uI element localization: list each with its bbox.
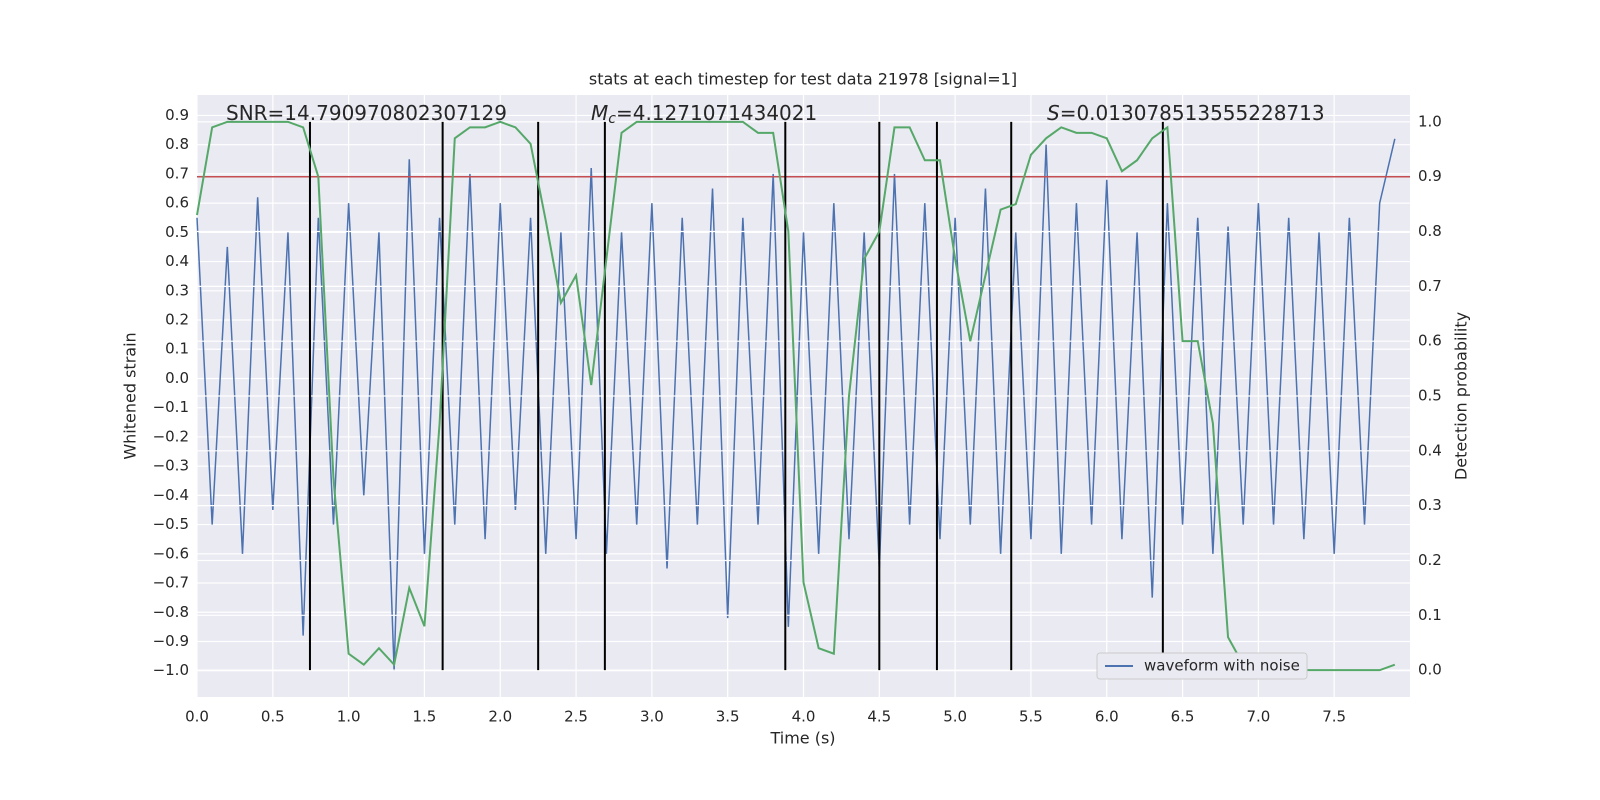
x-tick-label: 2.0: [488, 708, 512, 726]
x-tick-label: 4.5: [867, 708, 891, 726]
x-tick-label: 1.5: [413, 708, 437, 726]
y2-tick-label: 0.4: [1418, 441, 1442, 459]
chart-title: stats at each timestep for test data 219…: [589, 70, 1017, 89]
x-tick-label: 5.5: [1019, 708, 1043, 726]
x-tick-label: 3.5: [716, 708, 740, 726]
y-tick-label: 0.1: [165, 340, 189, 358]
x-tick-label: 0.0: [185, 708, 209, 726]
y-tick-label: −0.1: [153, 398, 189, 416]
y2-tick-label: 0.7: [1418, 277, 1442, 295]
y-tick-label: 0.7: [165, 164, 189, 182]
annotation: S=0.013078513555228713: [1047, 101, 1325, 125]
y2-tick-label: 0.2: [1418, 551, 1442, 569]
y-tick-label: −0.3: [153, 457, 189, 475]
x-tick-label: 4.0: [792, 708, 816, 726]
annotation-symbol: M: [591, 101, 608, 125]
x-tick-label: 1.0: [337, 708, 361, 726]
y-axis-label: Whitened strain: [121, 332, 140, 459]
y-tick-label: −0.2: [153, 427, 189, 445]
legend-box: [1096, 652, 1308, 680]
annotation-text: =0.013078513555228713: [1060, 101, 1325, 125]
y2-tick-label: 0.6: [1418, 332, 1442, 350]
x-tick-label: 7.5: [1322, 708, 1346, 726]
y-tick-label: 0.8: [165, 135, 189, 153]
x-tick-label: 5.0: [943, 708, 967, 726]
x-tick-label: 3.0: [640, 708, 664, 726]
y2-tick-label: 0.0: [1418, 661, 1442, 679]
y-tick-label: 0.5: [165, 223, 189, 241]
y-tick-label: 0.4: [165, 252, 189, 270]
y-tick-label: −0.6: [153, 544, 189, 562]
x-tick-label: 6.0: [1095, 708, 1119, 726]
annotation-subscript: c: [608, 111, 616, 127]
y2-tick-label: 0.3: [1418, 496, 1442, 514]
legend-label: waveform with noise: [1144, 657, 1300, 675]
x-tick-label: 2.5: [564, 708, 588, 726]
y-tick-label: −0.4: [153, 486, 189, 504]
annotation-symbol: S: [1047, 101, 1060, 125]
y-tick-label: 0.2: [165, 311, 189, 329]
x-tick-label: 7.0: [1246, 708, 1270, 726]
y-tick-label: −0.7: [153, 574, 189, 592]
annotation-text: =4.1271071434021: [616, 101, 817, 125]
y2-axis-label: Detection probability: [1452, 312, 1471, 480]
annotation: Mc=4.1271071434021: [591, 101, 817, 128]
annotation-text: SNR=14.790970802307129: [226, 101, 507, 125]
y-tick-label: −0.9: [153, 632, 189, 650]
series-line: [196, 120, 1396, 672]
y-tick-label: −0.5: [153, 515, 189, 533]
y2-tick-label: 0.9: [1418, 167, 1442, 185]
y2-tick-label: 1.0: [1418, 112, 1442, 130]
y-tick-label: 0.3: [165, 281, 189, 299]
x-tick-label: 0.5: [261, 708, 285, 726]
y2-tick-label: 0.8: [1418, 222, 1442, 240]
y-tick-label: 0.6: [165, 194, 189, 212]
y-tick-label: 0.9: [165, 106, 189, 124]
y-tick-label: 0.0: [165, 369, 189, 387]
y-tick-label: −1.0: [153, 661, 189, 679]
y-tick-label: −0.8: [153, 603, 189, 621]
x-tick-label: 6.5: [1171, 708, 1195, 726]
y2-tick-label: 0.1: [1418, 606, 1442, 624]
annotation: SNR=14.790970802307129: [226, 101, 507, 125]
x-axis-label: Time (s): [769, 729, 835, 748]
y2-tick-label: 0.5: [1418, 387, 1442, 405]
